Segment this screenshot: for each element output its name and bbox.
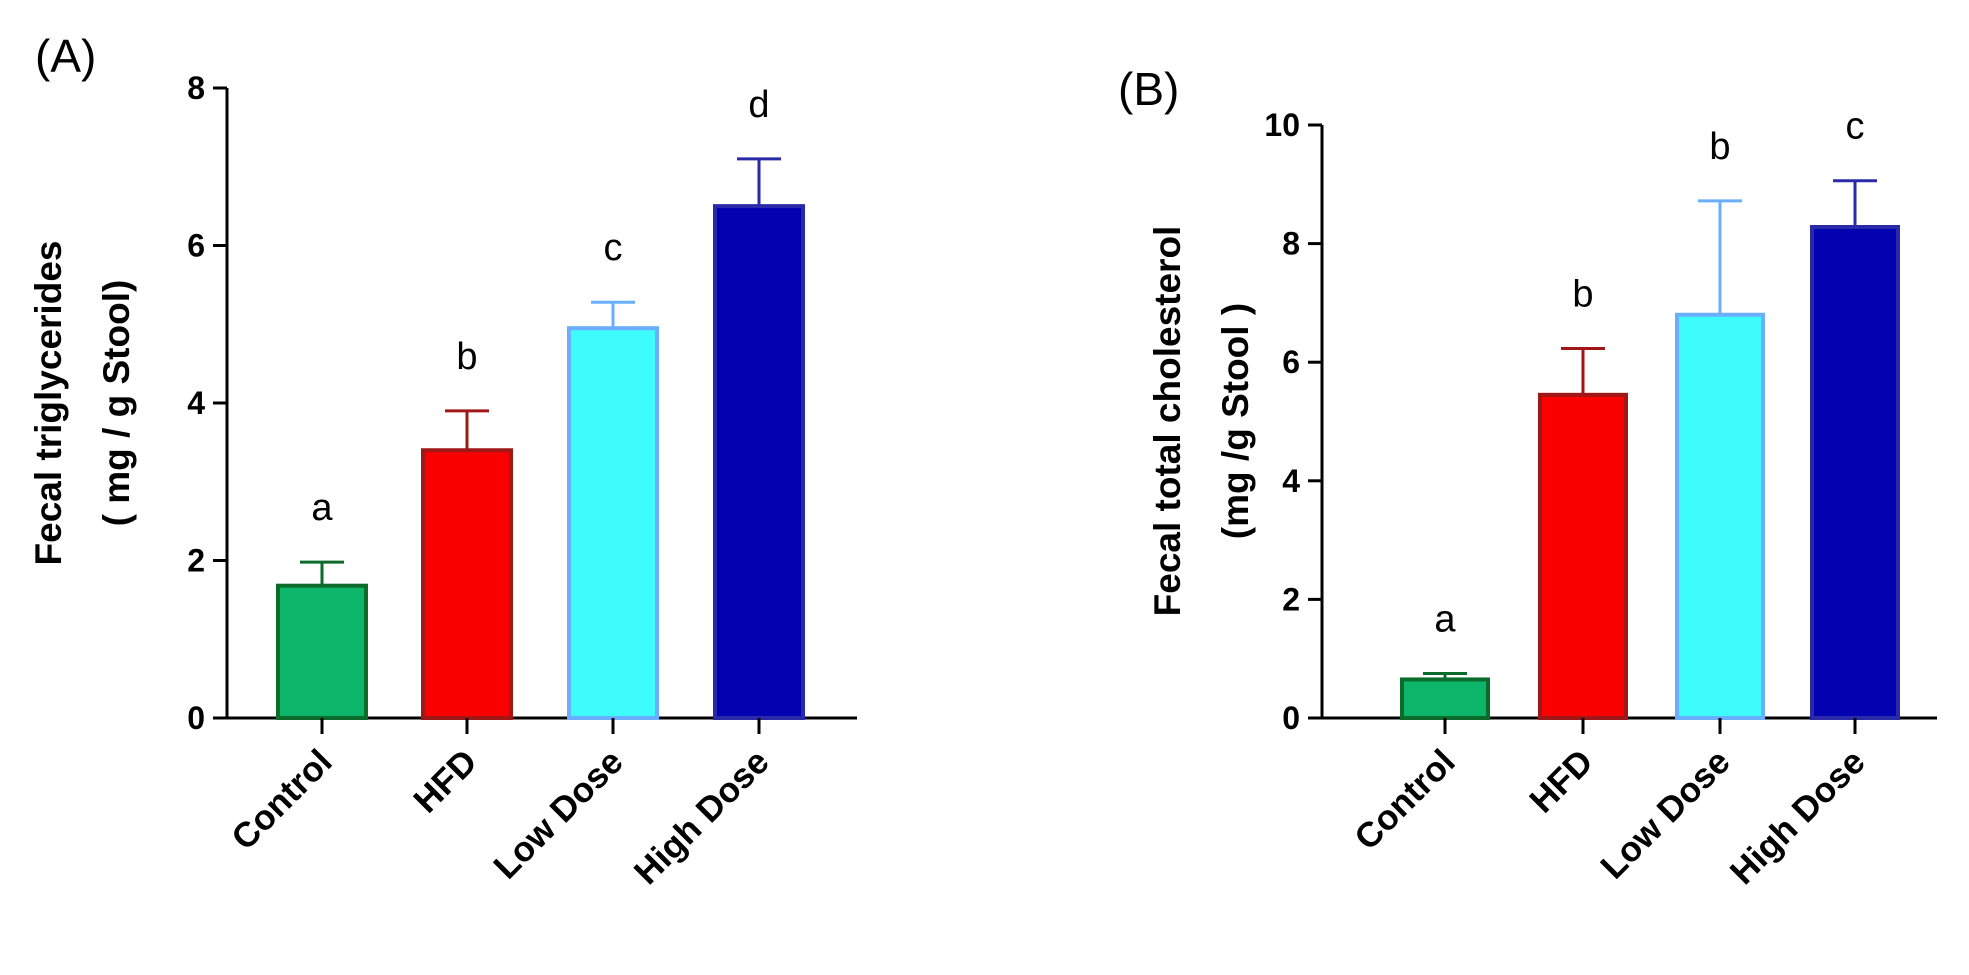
y-tick-label: 2 (187, 543, 205, 579)
significance-letter: d (748, 84, 769, 126)
category-label: Low Dose (1593, 742, 1737, 886)
significance-letter: a (1434, 599, 1456, 641)
significance-letter: c (1846, 106, 1865, 148)
category-label: High Dose (627, 742, 777, 892)
category-label: Low Dose (486, 742, 630, 886)
y-tick-label: 2 (1282, 581, 1300, 617)
bar-control (1400, 677, 1490, 721)
chart-panel-a: (A) 0 2 4 6 8 Fecal triglycerides ( mg / g Stoo… (28, 30, 857, 892)
category-label: Control (1347, 742, 1463, 858)
y-tick-label: 0 (1282, 700, 1300, 736)
significance-letter: b (456, 336, 477, 378)
significance-letter: b (1572, 274, 1593, 316)
bar-high-dose (1810, 224, 1900, 720)
y-tick-label: 4 (187, 385, 205, 421)
bar-hfd (1538, 392, 1628, 720)
panel-label: (A) (35, 30, 96, 82)
significance-letter: a (311, 487, 333, 529)
y-tick-label: 6 (187, 228, 205, 264)
bar-hfd (421, 448, 513, 720)
y-tick-label: 4 (1282, 463, 1300, 499)
panel-label: (B) (1118, 63, 1179, 115)
chart-panel-b: (B) 0 2 4 6 8 10 Fecal total cholesterol (mg /g … (1118, 63, 1937, 892)
y-tick-label: 10 (1264, 107, 1300, 143)
bar-control (276, 583, 368, 721)
significance-letter: c (604, 227, 623, 269)
category-label: Control (224, 742, 340, 858)
y-axis-title-units: ( mg / g Stool) (96, 280, 137, 527)
y-tick-label: 6 (1282, 344, 1300, 380)
bar-low-dose (567, 326, 659, 720)
y-tick-label: 0 (187, 700, 205, 736)
category-label: HFD (1522, 742, 1600, 820)
y-axis-title: Fecal triglycerides (28, 241, 69, 566)
y-axis-title-units: (mg /g Stool ) (1215, 303, 1256, 539)
bar-low-dose (1675, 312, 1765, 720)
significance-letter: b (1709, 126, 1730, 168)
category-label: HFD (406, 742, 484, 820)
y-tick-label: 8 (1282, 226, 1300, 262)
y-tick-label: 8 (187, 70, 205, 106)
category-label: High Dose (1723, 742, 1873, 892)
y-axis-title: Fecal total cholesterol (1147, 226, 1188, 617)
bar-high-dose (713, 204, 805, 720)
